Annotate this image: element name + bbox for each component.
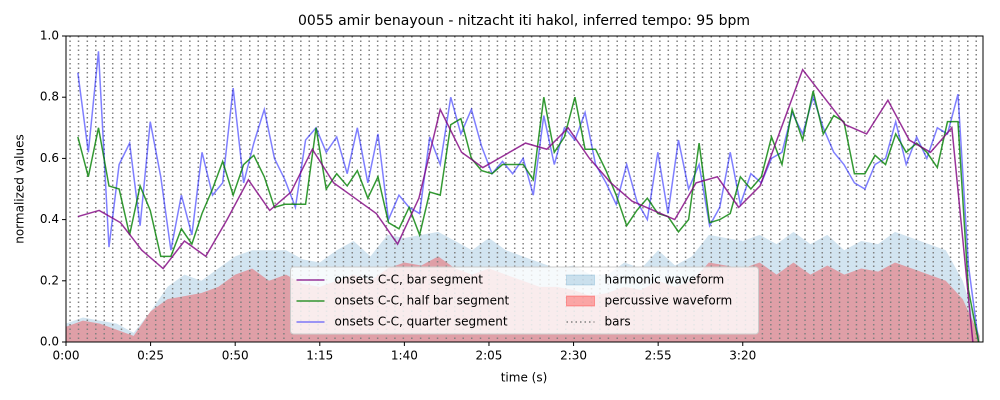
- x-tick-label: 1:40: [391, 349, 418, 363]
- legend-swatch: [566, 295, 595, 307]
- legend-swatch: [566, 274, 595, 286]
- series-line: [77, 90, 980, 342]
- legend-label: onsets C-C, half bar segment: [335, 294, 510, 308]
- x-tick-label: 0:50: [222, 349, 249, 363]
- legend-box: [290, 266, 759, 335]
- chart-title: 0055 amir benayoun - nitzacht iti hakol,…: [298, 13, 750, 29]
- series-line: [77, 51, 980, 342]
- y-tick-label: 0.8: [40, 90, 59, 104]
- x-tick-label: 2:55: [645, 349, 672, 363]
- legend-label: onsets C-C, bar segment: [335, 273, 484, 287]
- y-axis-label: normalized values: [13, 134, 27, 244]
- series-line: [77, 68, 974, 342]
- y-tick-label: 0.2: [40, 273, 59, 287]
- x-tick-label: 2:30: [560, 349, 587, 363]
- x-axis-label: time (s): [501, 371, 548, 385]
- x-tick-label: 1:15: [306, 349, 333, 363]
- y-tick-label: 0.4: [40, 212, 59, 226]
- plot-frame: [65, 35, 984, 343]
- y-tick-label: 0.0: [40, 335, 59, 349]
- legend-label: harmonic waveform: [605, 273, 725, 287]
- x-tick-label: 2:05: [475, 349, 502, 363]
- x-tick-label: 0:00: [53, 349, 80, 363]
- y-tick-label: 1.0: [40, 29, 59, 43]
- x-tick-label: 3:20: [729, 349, 756, 363]
- legend-label: percussive waveform: [605, 294, 733, 308]
- y-tick-label: 0.6: [40, 151, 59, 165]
- x-tick-label: 0:25: [137, 349, 164, 363]
- legend-label: onsets C-C, quarter segment: [335, 315, 508, 329]
- legend-label: bars: [605, 315, 631, 329]
